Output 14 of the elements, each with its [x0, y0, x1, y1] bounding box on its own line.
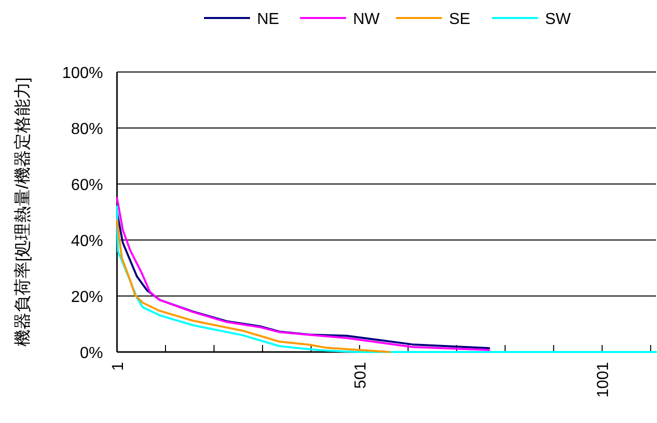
legend-label: SE [449, 11, 470, 28]
x-tick-label: 1001 [595, 362, 612, 398]
x-tick-label: 1 [110, 362, 127, 371]
x-tick-label: 501 [352, 362, 370, 389]
y-tick-label: 80% [70, 121, 103, 138]
legend-label: NW [353, 11, 381, 28]
y-tick-label: 60% [70, 177, 103, 194]
y-tick-label: 100% [62, 65, 103, 82]
legend-label: NE [257, 11, 280, 28]
y-axis-title: 機器負荷率[処理熱量/機器定格能力] [13, 77, 32, 347]
legend-label: SW [545, 11, 572, 28]
y-tick-label: 0% [80, 345, 103, 362]
y-tick-label: 20% [70, 289, 103, 306]
y-tick-label: 40% [70, 233, 103, 250]
